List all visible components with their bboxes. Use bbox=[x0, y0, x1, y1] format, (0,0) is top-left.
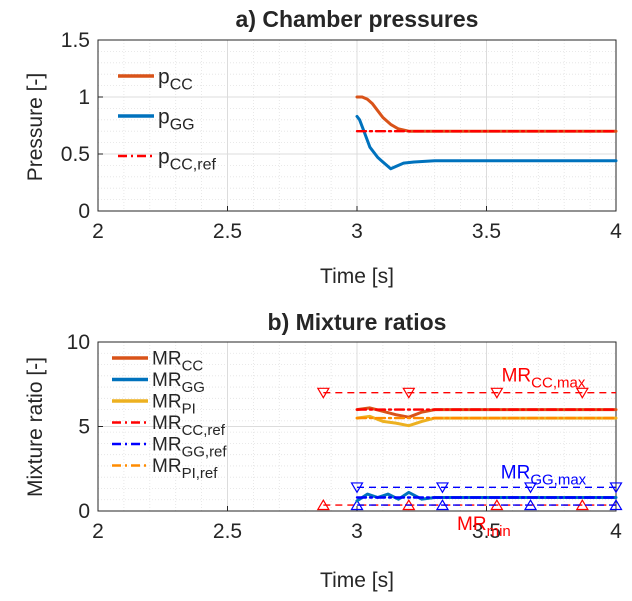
limit-marker bbox=[350, 482, 364, 494]
x-tick-label: 2.5 bbox=[213, 520, 242, 543]
limit-marker bbox=[609, 482, 623, 494]
limit-marker bbox=[435, 482, 450, 494]
limit-marker bbox=[523, 482, 538, 494]
x-tick-label: 2.5 bbox=[213, 220, 242, 243]
legend-label: MRCC,ref bbox=[152, 413, 226, 439]
chart-title: a) Chamber pressures bbox=[236, 6, 479, 32]
legend-label: pCC,ref bbox=[158, 145, 216, 173]
legend-label: MRGG bbox=[152, 370, 205, 396]
x-tick-label: 2 bbox=[92, 220, 104, 243]
y-tick-label: 0.5 bbox=[61, 143, 90, 166]
series-line bbox=[355, 114, 618, 171]
limit-marker bbox=[435, 498, 450, 511]
y-tick-label: 10 bbox=[67, 331, 90, 354]
x-tick-label: 3.5 bbox=[472, 220, 501, 243]
x-tick-label: 2 bbox=[92, 520, 104, 543]
legend-label: pCC bbox=[158, 65, 193, 93]
x-axis-label: Time [s] bbox=[320, 569, 394, 592]
limit-marker bbox=[402, 387, 416, 399]
limit-marker bbox=[316, 387, 330, 399]
legend-label: MRGG,ref bbox=[152, 435, 227, 461]
legend-label: pGG bbox=[158, 105, 195, 133]
limit-marker bbox=[350, 498, 364, 511]
x-tick-label: 3 bbox=[351, 520, 363, 543]
series-line bbox=[355, 490, 618, 503]
limit-marker bbox=[316, 498, 330, 511]
x-tick-label: 3 bbox=[351, 220, 363, 243]
x-axis-label: Time [s] bbox=[320, 265, 394, 288]
chart-chamber-pressures: a) Chamber pressures Time [s] Pressure [… bbox=[24, 6, 622, 288]
legend-label: MRPI,ref bbox=[152, 456, 218, 482]
chart-mixture-ratios: b) Mixture ratios Time [s] Mixture ratio… bbox=[24, 309, 623, 592]
y-tick-label: 0 bbox=[78, 200, 90, 223]
y-tick-label: 5 bbox=[78, 416, 90, 439]
limit-marker bbox=[609, 498, 623, 511]
limit-label: MRmin bbox=[457, 514, 511, 540]
limit-marker bbox=[490, 387, 504, 399]
x-tick-label: 4 bbox=[610, 520, 622, 543]
series-line bbox=[355, 414, 618, 428]
x-tick-label: 3.5 bbox=[472, 520, 501, 543]
chart-title: b) Mixture ratios bbox=[268, 309, 447, 335]
y-axis-label: Pressure [-] bbox=[24, 73, 47, 182]
legend-label: MRCC bbox=[152, 349, 203, 375]
legend-label: MRPI bbox=[152, 392, 196, 418]
limit-marker bbox=[575, 387, 589, 399]
limit-marker bbox=[523, 498, 538, 511]
x-tick-label: 4 bbox=[610, 220, 622, 243]
limit-label: MRCC,max bbox=[502, 366, 586, 392]
y-tick-label: 1 bbox=[78, 86, 90, 109]
y-axis-label: Mixture ratio [-] bbox=[24, 357, 47, 497]
limit-label: MRGG,max bbox=[501, 462, 587, 488]
y-tick-label: 0 bbox=[78, 500, 90, 523]
y-tick-label: 1.5 bbox=[61, 29, 90, 52]
